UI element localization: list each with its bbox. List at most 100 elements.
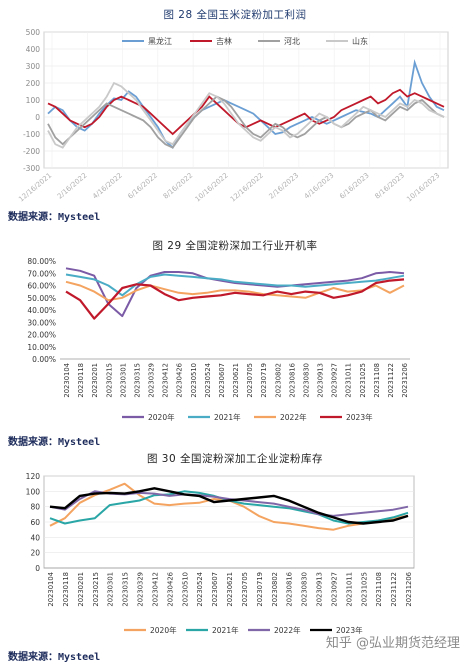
x-tick-label: 20230215: [105, 363, 113, 398]
legend-label: 2023年: [336, 625, 363, 635]
legend-label: 2022年: [274, 625, 301, 635]
x-tick-label: 20230315: [122, 572, 130, 607]
x-tick-label: 6/16/2023: [338, 171, 371, 200]
y-tick-label: 200: [26, 79, 41, 88]
x-tick-label: 20230621: [232, 363, 240, 398]
x-tick-label: 20230816: [288, 363, 296, 398]
figure28-source: 数据来源：Mysteel: [8, 212, 101, 223]
x-tick-label: 20230118: [62, 572, 70, 607]
x-tick-label: 20231025: [359, 363, 367, 398]
y-tick-label: 120: [26, 472, 41, 481]
y-tick-label: 50.00%: [27, 294, 56, 303]
x-tick-label: 20230913: [317, 363, 325, 398]
x-tick-label: 20230104: [47, 572, 55, 607]
figure29-source: 数据来源：Mysteel: [8, 437, 101, 448]
legend-label: 黑龙江: [148, 36, 172, 46]
x-tick-label: 12/16/2021: [17, 171, 53, 203]
x-tick-label: 20230719: [256, 572, 264, 607]
x-tick-label: 20230802: [271, 572, 279, 607]
x-tick-label: 10/16/2023: [405, 171, 441, 203]
x-tick-label: 8/16/2022: [162, 171, 195, 200]
x-tick-label: 20230927: [331, 363, 339, 398]
series-line-3: [47, 81, 445, 149]
x-tick-label: 6/16/2022: [126, 171, 159, 200]
y-tick-label: 10.00%: [27, 343, 56, 352]
x-tick-label: 20230705: [241, 572, 249, 607]
x-tick-label: 20230301: [107, 572, 115, 607]
operating-rate-chart-svg: 80.00% 70.00% 60.00% 50.00% 40.00% 30.00% 20.0…: [27, 257, 410, 422]
y-tick-label: 40: [30, 533, 40, 542]
x-tick-label: 20230104: [63, 363, 71, 398]
figure29-chart: 80.00% 70.00% 60.00% 50.00% 40.00% 30.00% 20.0…: [14, 255, 414, 425]
x-tick-label: 20230412: [162, 363, 170, 398]
watermark: 知乎 @弘业期货范经理: [325, 636, 460, 651]
legend-label: 2021年: [212, 625, 239, 635]
x-tick-label: 20230426: [176, 363, 184, 398]
legend-label: 2021年: [214, 412, 241, 422]
y-tick-label: 0.00%: [32, 355, 56, 364]
series-line-1: [49, 490, 409, 525]
y-tick-label: 20.00%: [27, 331, 56, 340]
x-tick-label: 20230201: [91, 363, 99, 398]
y-tick-label: 60: [30, 518, 40, 527]
x-tick-label: 20230118: [77, 363, 85, 398]
y-tick-label: 0: [35, 113, 40, 122]
x-tick-label: 20230510: [181, 572, 189, 607]
x-tick-label: 2/16/2022: [56, 171, 89, 200]
x-tick-label: 20230524: [196, 572, 204, 607]
figure29-title: 图 29 全国淀粉深加工行业开机率: [152, 240, 318, 252]
series-line-0: [65, 267, 405, 318]
x-tick-label: 20230524: [204, 363, 212, 398]
x-tick-label: 20230426: [166, 572, 174, 607]
x-tick-label: 20231011: [345, 363, 353, 398]
x-tick-label: 20231122: [390, 572, 398, 607]
y-tick-label: -100: [23, 130, 40, 139]
y-tick-label: 40.00%: [27, 306, 56, 315]
x-tick-label: 8/16/2023: [373, 171, 406, 200]
x-tick-label: 20231206: [401, 363, 409, 398]
y-tick-label: 80: [30, 503, 40, 512]
figure28-chart: 500 400 300 200 100 0 -100 -200 -300 12/16/2021 2/…: [14, 26, 460, 204]
x-tick-label: 20230201: [77, 572, 85, 607]
figure30-chart: 120 100 80 60 40 20 0 20230104 20230118 20230201 2…: [14, 466, 460, 644]
x-tick-label: 20230705: [246, 363, 254, 398]
x-tick-label: 20230621: [226, 572, 234, 607]
y-tick-label: 500: [26, 28, 41, 37]
x-tick-label: 20230816: [286, 572, 294, 607]
y-tick-label: 400: [26, 45, 41, 54]
x-tick-label: 20231011: [345, 572, 353, 607]
y-tick-label: -200: [23, 147, 40, 156]
x-tick-label: 20230329: [148, 363, 156, 398]
x-tick-label: 20230927: [330, 572, 338, 607]
y-tick-label: 0: [35, 564, 40, 573]
legend-label: 2023年: [346, 412, 373, 422]
legend-label: 2020年: [148, 412, 175, 422]
x-tick-label: 20231122: [387, 363, 395, 398]
legend-label: 2020年: [150, 625, 177, 635]
series-line-3: [65, 278, 405, 320]
x-tick-label: 2/16/2023: [268, 171, 301, 200]
y-tick-label: 20: [30, 549, 40, 558]
x-tick-label: 20230802: [274, 363, 282, 398]
inventory-chart-svg: 120 100 80 60 40 20 0 20230104 20230118 20230201 2…: [26, 472, 415, 635]
x-tick-label: 20230830: [302, 363, 310, 398]
series-line-2: [49, 490, 409, 517]
figure28-title: 图 28 全国玉米淀粉加工利润: [163, 9, 307, 21]
x-tick-label: 20230510: [190, 363, 198, 398]
y-tick-label: 100: [26, 96, 41, 105]
x-tick-label: 20231206: [405, 572, 413, 607]
x-tick-label: 20231025: [360, 572, 368, 607]
x-tick-label: 12/16/2022: [229, 171, 265, 203]
series-line-3: [49, 487, 409, 525]
legend-label: 2022年: [280, 412, 307, 422]
x-tick-label: 20230607: [211, 572, 219, 607]
figure30-source: 数据来源：Mysteel: [8, 652, 101, 663]
x-tick-label: 20230719: [260, 363, 268, 398]
x-tick-label: 20230301: [119, 363, 127, 398]
legend-label: 吉林: [216, 36, 232, 46]
y-tick-label: 60.00%: [27, 282, 56, 291]
x-tick-label: 4/16/2022: [91, 171, 124, 200]
figure30-title: 图 30 全国淀粉深加工企业淀粉库存: [146, 453, 324, 465]
series-line-2: [47, 95, 445, 149]
x-tick-label: 20230215: [92, 572, 100, 607]
